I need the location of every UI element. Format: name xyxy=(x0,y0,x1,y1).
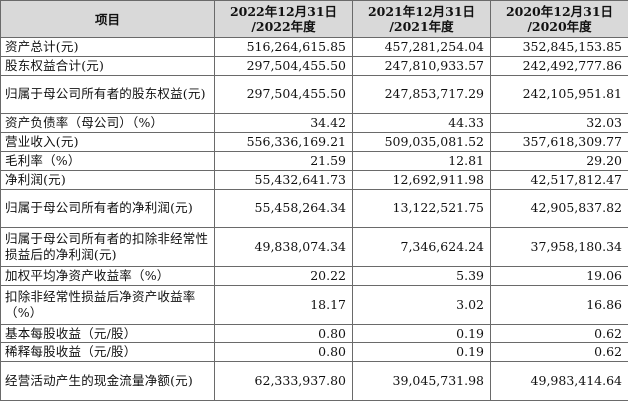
table-row: 毛利率（%） 21.59 12.81 29.20 xyxy=(0,150,628,171)
header-2022-date: 2022年12月31日 xyxy=(229,4,338,19)
value-2021: 44.33 xyxy=(352,113,491,134)
value-2022: 62,333,937.80 xyxy=(214,361,353,401)
value-2021: 13,122,521.75 xyxy=(352,188,491,229)
value-2022: 0.80 xyxy=(214,323,353,344)
row-label: 毛利率（%） xyxy=(0,150,215,171)
value-2020: 29.20 xyxy=(490,150,628,171)
value-2022: 297,504,455.50 xyxy=(214,55,353,76)
table-row: 资产负债率（母公司）（%） 34.42 44.33 32.03 xyxy=(0,113,628,134)
table-row: 归属于母公司所有者的股东权益(元) 297,504,455.50 247,853… xyxy=(0,74,628,115)
row-label: 归属于母公司所有者的股东权益(元) xyxy=(0,74,215,115)
table-row: 资产总计(元) 516,264,615.85 457,281,254.04 35… xyxy=(0,37,628,57)
value-2022: 0.80 xyxy=(214,342,353,363)
header-2022-year: /2022年度 xyxy=(251,19,316,34)
header-2022: 2022年12月31日/2022年度 xyxy=(214,0,353,38)
value-2022: 297,504,455.50 xyxy=(214,74,353,115)
value-2022: 18.17 xyxy=(214,284,353,325)
value-2022: 49,838,074.34 xyxy=(214,227,353,268)
value-2020: 357,618,309.77 xyxy=(490,132,628,152)
value-2020: 16.86 xyxy=(490,284,628,325)
value-2021: 12,692,911.98 xyxy=(352,169,491,190)
row-label: 加权平均净资产收益率（%） xyxy=(0,266,215,286)
value-2022: 34.42 xyxy=(214,113,353,134)
value-2020: 19.06 xyxy=(490,266,628,286)
value-2020: 0.62 xyxy=(490,323,628,344)
table-row: 股东权益合计(元) 297,504,455.50 247,810,933.57 … xyxy=(0,55,628,76)
value-2021: 509,035,081.52 xyxy=(352,132,491,152)
header-2021-date: 2021年12月31日 xyxy=(367,4,476,19)
value-2021: 5.39 xyxy=(352,266,491,286)
row-label: 稀释每股收益（元/股） xyxy=(0,342,215,363)
row-label: 资产负债率（母公司）（%） xyxy=(0,113,215,134)
value-2020: 0.62 xyxy=(490,342,628,363)
table-row: 经营活动产生的现金流量净额(元) 62,333,937.80 39,045,73… xyxy=(0,361,628,401)
table-row: 净利润(元) 55,432,641.73 12,692,911.98 42,51… xyxy=(0,169,628,190)
header-item: 项目 xyxy=(0,0,215,38)
value-2020: 37,958,180.34 xyxy=(490,227,628,268)
table-row: 归属于母公司所有者的扣除非经常性损益后的净利润(元) 49,838,074.34… xyxy=(0,227,628,268)
value-2021: 12.81 xyxy=(352,150,491,171)
table-row: 基本每股收益（元/股） 0.80 0.19 0.62 xyxy=(0,323,628,344)
value-2020: 42,517,812.47 xyxy=(490,169,628,190)
header-2020-year: /2020年度 xyxy=(527,19,592,34)
header-2020: 2020年12月31日/2020年度 xyxy=(490,0,628,38)
table-header-row: 项目 2022年12月31日/2022年度 2021年12月31日/2021年度… xyxy=(0,0,628,38)
table-row: 营业收入(元) 556,336,169.21 509,035,081.52 35… xyxy=(0,132,628,152)
row-label: 经营活动产生的现金流量净额(元) xyxy=(0,361,215,401)
value-2021: 247,853,717.29 xyxy=(352,74,491,115)
row-label: 资产总计(元) xyxy=(0,37,215,57)
value-2020: 242,492,777.86 xyxy=(490,55,628,76)
value-2021: 247,810,933.57 xyxy=(352,55,491,76)
value-2022: 55,432,641.73 xyxy=(214,169,353,190)
row-label: 扣除非经常性损益后净资产收益率（%） xyxy=(0,284,215,325)
value-2020: 32.03 xyxy=(490,113,628,134)
value-2021: 0.19 xyxy=(352,342,491,363)
value-2021: 39,045,731.98 xyxy=(352,361,491,401)
header-2021: 2021年12月31日/2021年度 xyxy=(352,0,491,38)
header-2020-date: 2020年12月31日 xyxy=(505,4,614,19)
value-2021: 3.02 xyxy=(352,284,491,325)
value-2021: 457,281,254.04 xyxy=(352,37,491,57)
value-2022: 21.59 xyxy=(214,150,353,171)
value-2020: 49,983,414.64 xyxy=(490,361,628,401)
row-label: 基本每股收益（元/股） xyxy=(0,323,215,344)
row-label: 净利润(元) xyxy=(0,169,215,190)
table-row: 稀释每股收益（元/股） 0.80 0.19 0.62 xyxy=(0,342,628,363)
table-row: 归属于母公司所有者的净利润(元) 55,458,264.34 13,122,52… xyxy=(0,188,628,229)
row-label: 股东权益合计(元) xyxy=(0,55,215,76)
value-2022: 556,336,169.21 xyxy=(214,132,353,152)
row-label: 归属于母公司所有者的扣除非经常性损益后的净利润(元) xyxy=(0,227,215,268)
value-2021: 0.19 xyxy=(352,323,491,344)
value-2021: 7,346,624.24 xyxy=(352,227,491,268)
row-label: 营业收入(元) xyxy=(0,132,215,152)
table-row: 加权平均净资产收益率（%） 20.22 5.39 19.06 xyxy=(0,266,628,286)
header-item-label: 项目 xyxy=(94,11,120,27)
value-2020: 352,845,153.85 xyxy=(490,37,628,57)
value-2022: 20.22 xyxy=(214,266,353,286)
value-2022: 55,458,264.34 xyxy=(214,188,353,229)
value-2022: 516,264,615.85 xyxy=(214,37,353,57)
row-label: 归属于母公司所有者的净利润(元) xyxy=(0,188,215,229)
header-2021-year: /2021年度 xyxy=(389,19,454,34)
value-2020: 42,905,837.82 xyxy=(490,188,628,229)
table-row: 扣除非经常性损益后净资产收益率（%） 18.17 3.02 16.86 xyxy=(0,284,628,325)
value-2020: 242,105,951.81 xyxy=(490,74,628,115)
